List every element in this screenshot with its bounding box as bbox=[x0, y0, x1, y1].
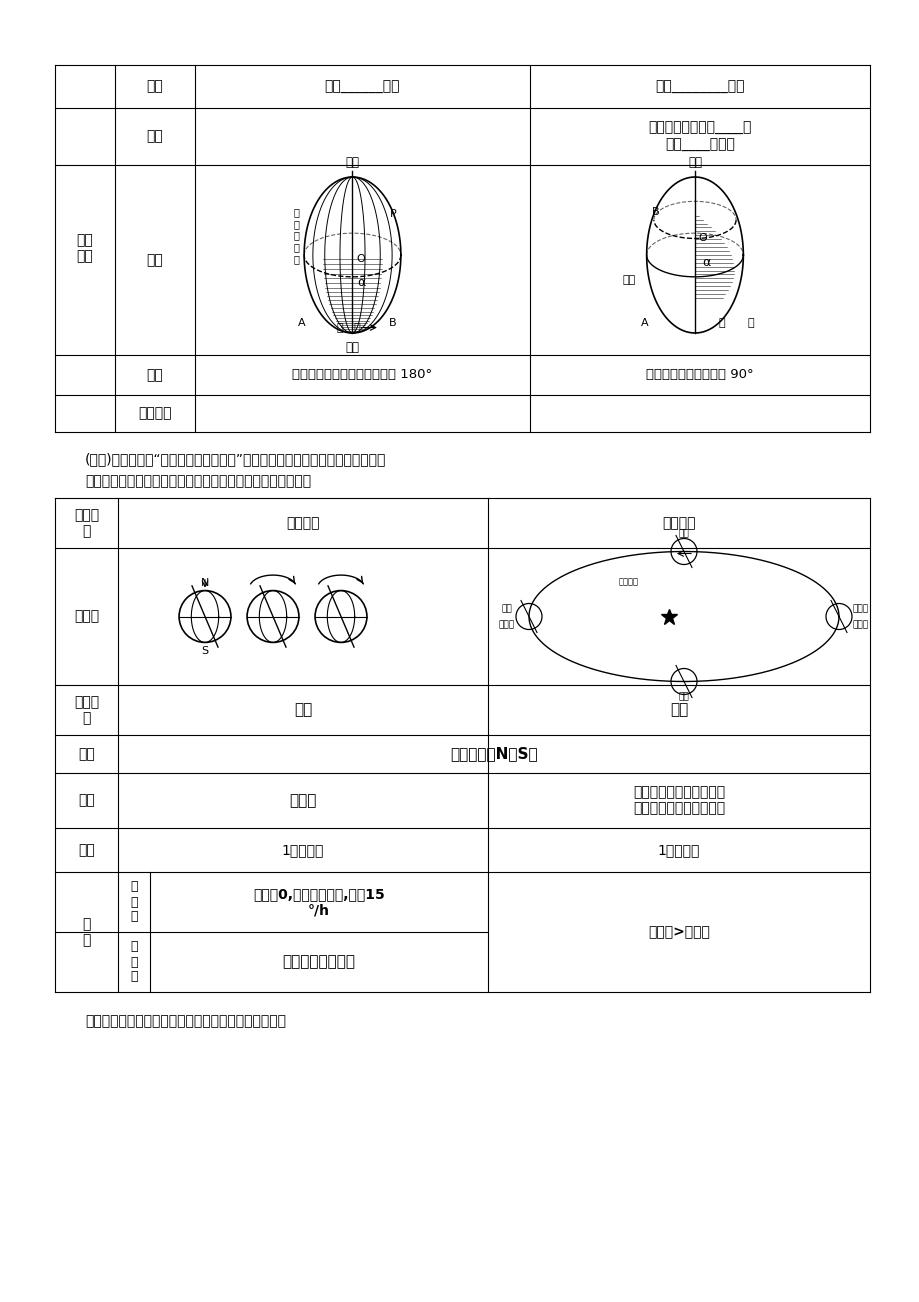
Text: 周期: 周期 bbox=[78, 842, 95, 857]
Text: 从赤道向南、向北各分 90°: 从赤道向南、向北各分 90° bbox=[645, 368, 753, 381]
Text: O: O bbox=[698, 233, 707, 243]
Text: 师：那为什么地球自转周期不是太阳日而是恒星日呢？: 师：那为什么地球自转周期不是太阳日而是恒星日呢？ bbox=[85, 1014, 286, 1029]
Text: 本初日: 本初日 bbox=[852, 620, 868, 629]
Text: 近日点>远日点: 近日点>远日点 bbox=[647, 924, 709, 939]
Text: 分布规律: 分布规律 bbox=[138, 406, 172, 421]
Text: 比较项
目: 比较项 目 bbox=[74, 508, 99, 538]
Text: 近似正圆的椭圆形轨道，
太阳位于其中一个焦点上: 近似正圆的椭圆形轨道， 太阳位于其中一个焦点上 bbox=[632, 785, 724, 815]
Text: 划分: 划分 bbox=[146, 368, 164, 381]
Text: 度数
划分: 度数 划分 bbox=[76, 233, 93, 263]
Text: 近日点: 近日点 bbox=[852, 604, 868, 613]
Text: 图示: 图示 bbox=[146, 253, 164, 267]
Text: 速
度: 速 度 bbox=[82, 917, 91, 947]
Text: B: B bbox=[389, 318, 396, 328]
Text: 远日点: 远日点 bbox=[498, 620, 515, 629]
Text: 地球公转: 地球公转 bbox=[662, 516, 695, 530]
Text: 角
速
度: 角 速 度 bbox=[130, 880, 138, 923]
Text: S: S bbox=[201, 646, 209, 656]
Text: (活动)阅读第一目“地球运动的一般特点”，填表比较地球自转与公转运动的异同: (活动)阅读第一目“地球运动的一般特点”，填表比较地球自转与公转运动的异同 bbox=[85, 452, 386, 466]
Text: 赤: 赤 bbox=[719, 318, 725, 328]
Text: 北极: 北极 bbox=[346, 155, 359, 168]
Text: 纬线圈: 纬线圈 bbox=[289, 793, 316, 809]
Text: 方向: 方向 bbox=[146, 79, 164, 94]
Text: 地球自转: 地球自转 bbox=[286, 516, 320, 530]
Text: α: α bbox=[357, 276, 366, 289]
Text: 地轴: 地轴 bbox=[293, 703, 312, 717]
Text: 道: 道 bbox=[747, 318, 754, 328]
Text: 春分: 春分 bbox=[678, 529, 688, 538]
Text: 太阳: 太阳 bbox=[669, 703, 687, 717]
Text: 自赤道向两极逐渐____，
其中____最长。: 自赤道向两极逐渐____， 其中____最长。 bbox=[648, 121, 751, 151]
Text: P: P bbox=[390, 210, 396, 220]
Text: 示意图: 示意图 bbox=[74, 609, 99, 624]
Text: O: O bbox=[356, 254, 364, 264]
Text: 经度: 经度 bbox=[346, 341, 359, 354]
Text: A: A bbox=[640, 318, 647, 328]
Text: 北极: 北极 bbox=[687, 155, 701, 168]
Text: 方向: 方向 bbox=[78, 747, 95, 760]
Text: 由赤道向两极递减: 由赤道向两极递减 bbox=[282, 954, 355, 970]
Text: B: B bbox=[652, 207, 659, 217]
Text: 1个恒星日: 1个恒星日 bbox=[281, 842, 323, 857]
Text: 指示______方向: 指示______方向 bbox=[324, 79, 400, 94]
Text: 1个恒星年: 1个恒星年 bbox=[657, 842, 699, 857]
Text: 从本初子午线向东、向西各分 180°: 从本初子午线向东、向西各分 180° bbox=[292, 368, 432, 381]
Text: 秋分: 秋分 bbox=[678, 691, 688, 700]
Text: 线
速
度: 线 速 度 bbox=[130, 940, 138, 983]
Text: 赤   道: 赤 道 bbox=[336, 323, 360, 332]
Text: 绕转中
心: 绕转中 心 bbox=[74, 695, 99, 725]
Text: 长度: 长度 bbox=[146, 129, 164, 143]
Text: 本
初
子
午
线: 本 初 子 午 线 bbox=[293, 207, 299, 264]
Text: （教师到下面跟踪指导，点拨；随学生回答逐步呼现粗体字）: （教师到下面跟踪指导，点拨；随学生回答逐步呼现粗体字） bbox=[85, 474, 311, 488]
Text: A: A bbox=[298, 318, 305, 328]
Text: 纬度: 纬度 bbox=[621, 275, 635, 285]
Text: α: α bbox=[702, 256, 710, 270]
Text: 轨迹: 轨迹 bbox=[78, 793, 95, 807]
Text: 自西向东：N逆S顺: 自西向东：N逆S顺 bbox=[449, 746, 538, 762]
Text: N: N bbox=[200, 578, 209, 589]
Text: 指示________方向: 指示________方向 bbox=[654, 79, 744, 94]
Text: 冬至: 冬至 bbox=[501, 604, 512, 613]
Text: 公转方向: 公转方向 bbox=[618, 577, 639, 586]
Text: 极点为0,其他各处相等,约为15
°/h: 极点为0,其他各处相等,约为15 °/h bbox=[253, 887, 384, 917]
